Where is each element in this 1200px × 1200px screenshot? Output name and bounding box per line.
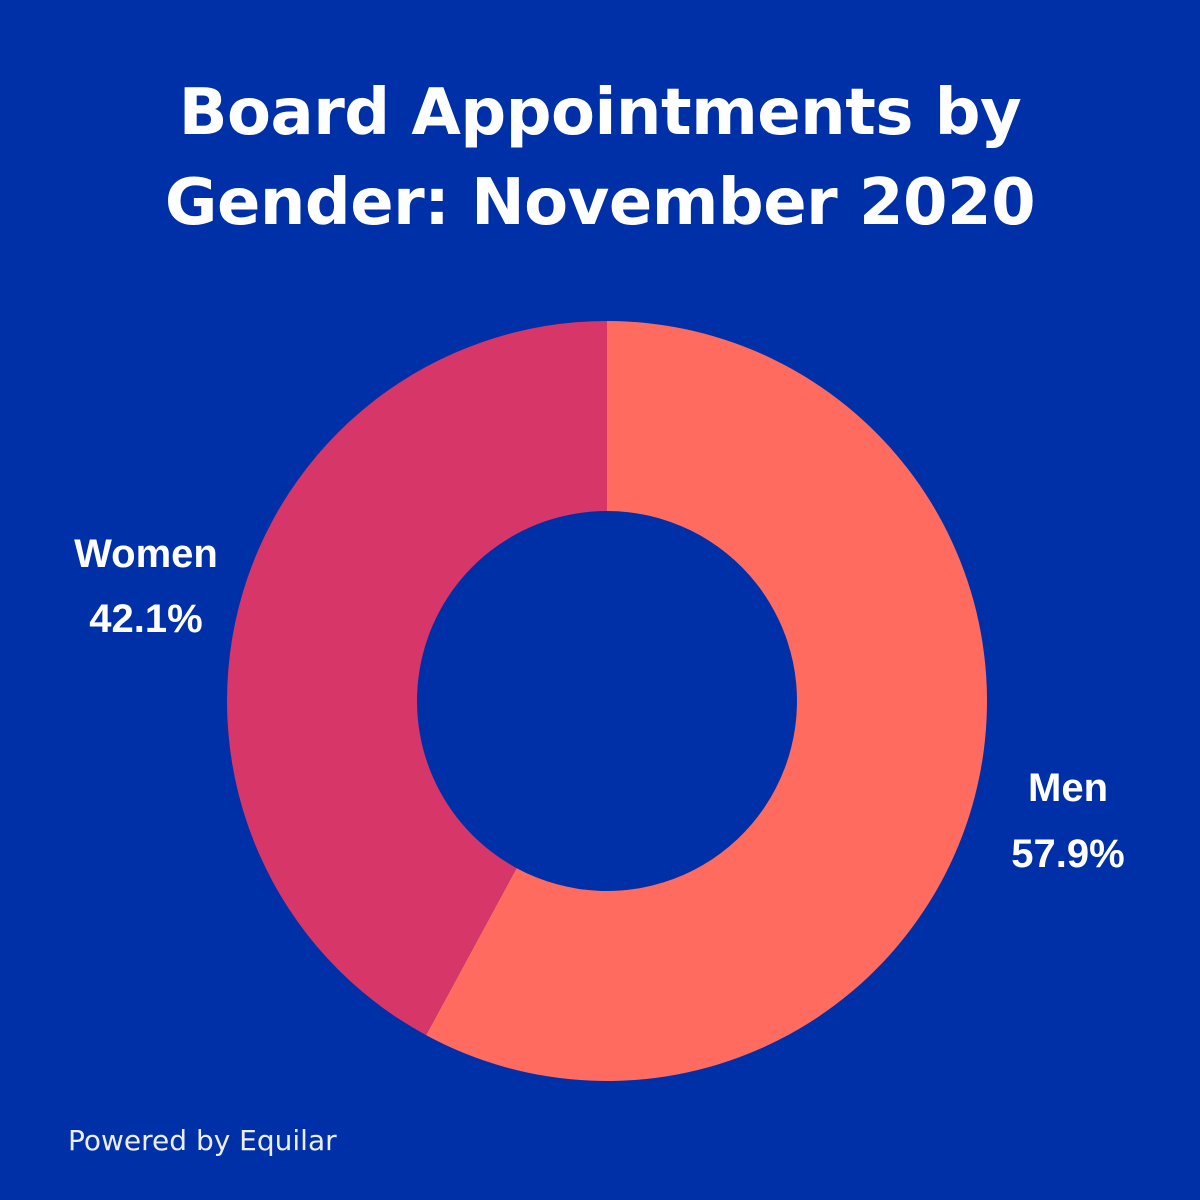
chart-title-line-2: Gender: November 2020: [164, 166, 1036, 240]
slice-label-women: Women: [74, 532, 218, 576]
donut-slices: [226, 321, 987, 1081]
chart-title-line-1: Board Appointments by: [178, 76, 1022, 150]
slice-value-women: 42.1%: [89, 597, 202, 641]
donut-labels: Men 57.9% Women 42.1%: [74, 532, 1125, 876]
powered-by-credit: Powered by Equilar: [68, 1124, 337, 1157]
slice-value-men: 57.9%: [1011, 832, 1124, 876]
slice-men: [426, 321, 987, 1081]
chart-title: Board Appointments by Gender: November 2…: [0, 68, 1200, 248]
slice-label-men: Men: [1028, 766, 1108, 810]
slice-women: [226, 321, 607, 1036]
